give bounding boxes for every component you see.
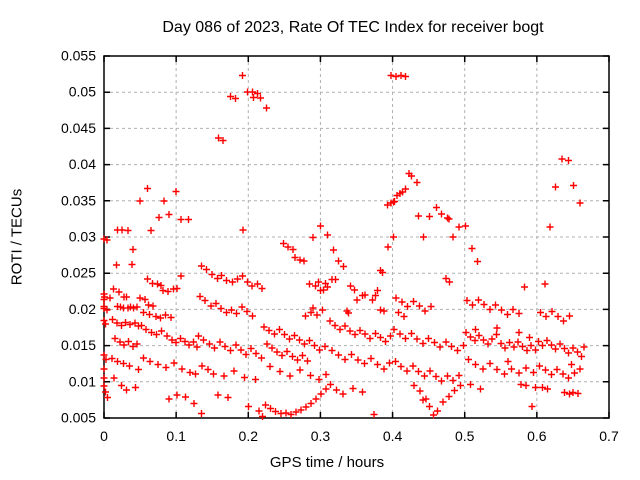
y-tick-label: 0.05 [69,84,96,100]
y-tick-label: 0.005 [61,410,96,426]
data-points [100,72,588,420]
x-tick-label: 0.1 [166,428,186,444]
x-axis-title: GPS time / hours [269,454,385,471]
y-tick-label: 0.01 [69,373,96,389]
y-tick-label: 0.025 [61,265,96,281]
x-tick-label: 0.6 [527,428,547,444]
y-tick-label: 0.03 [69,229,96,245]
y-tick-label: 0.055 [61,48,96,64]
chart-title: Day 086 of 2023, Rate Of TEC Index for r… [162,19,544,36]
y-tick-label: 0.035 [61,192,96,208]
x-tick-label: 0.5 [455,428,475,444]
y-tick-label: 0.045 [61,120,96,136]
gridlines [104,56,609,418]
x-tick-label: 0.4 [383,428,403,444]
x-tick-label: 0.7 [599,428,619,444]
y-tick-label: 0.015 [61,337,96,353]
y-tick-label: 0.02 [69,301,96,317]
x-tick-label: 0 [100,428,108,444]
x-tick-label: 0.2 [239,428,259,444]
y-tick-label: 0.04 [69,156,96,172]
x-tick-label: 0.3 [311,428,331,444]
